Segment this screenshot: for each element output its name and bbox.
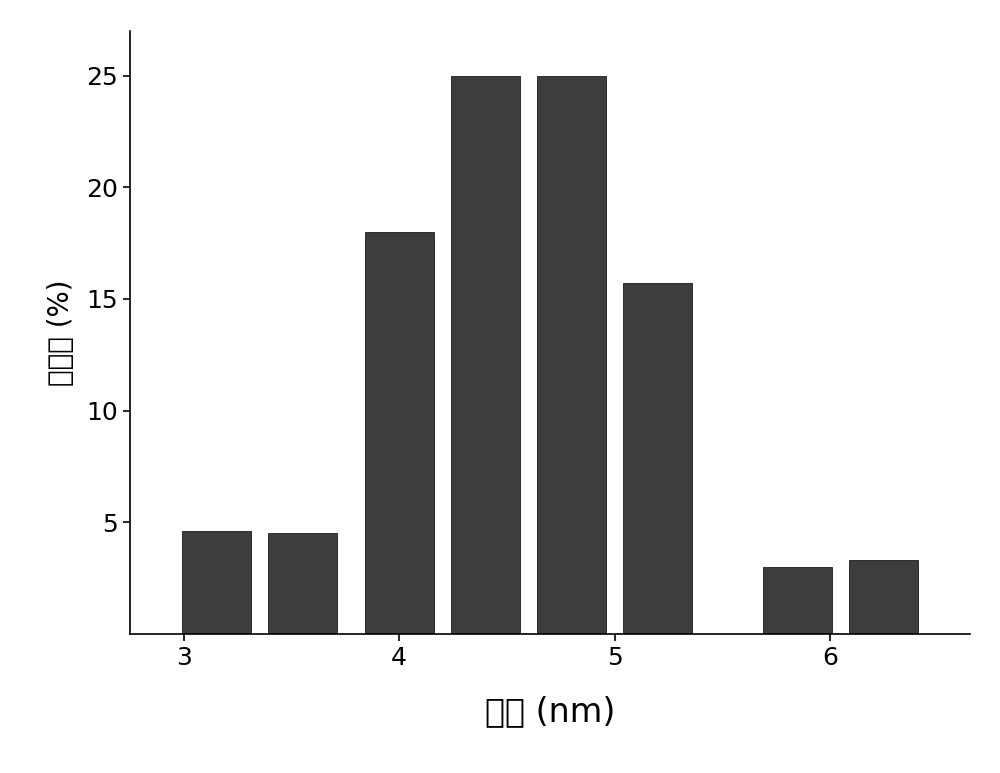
Bar bbox=[763, 567, 832, 634]
Bar bbox=[451, 76, 520, 634]
Bar bbox=[849, 560, 918, 634]
X-axis label: 粒径 (nm): 粒径 (nm) bbox=[485, 695, 615, 727]
Bar bbox=[623, 283, 692, 634]
Bar bbox=[365, 232, 434, 634]
Bar bbox=[537, 76, 606, 634]
Bar bbox=[182, 531, 251, 634]
Bar bbox=[268, 533, 337, 634]
Y-axis label: 百分数 (%): 百分数 (%) bbox=[47, 279, 75, 386]
